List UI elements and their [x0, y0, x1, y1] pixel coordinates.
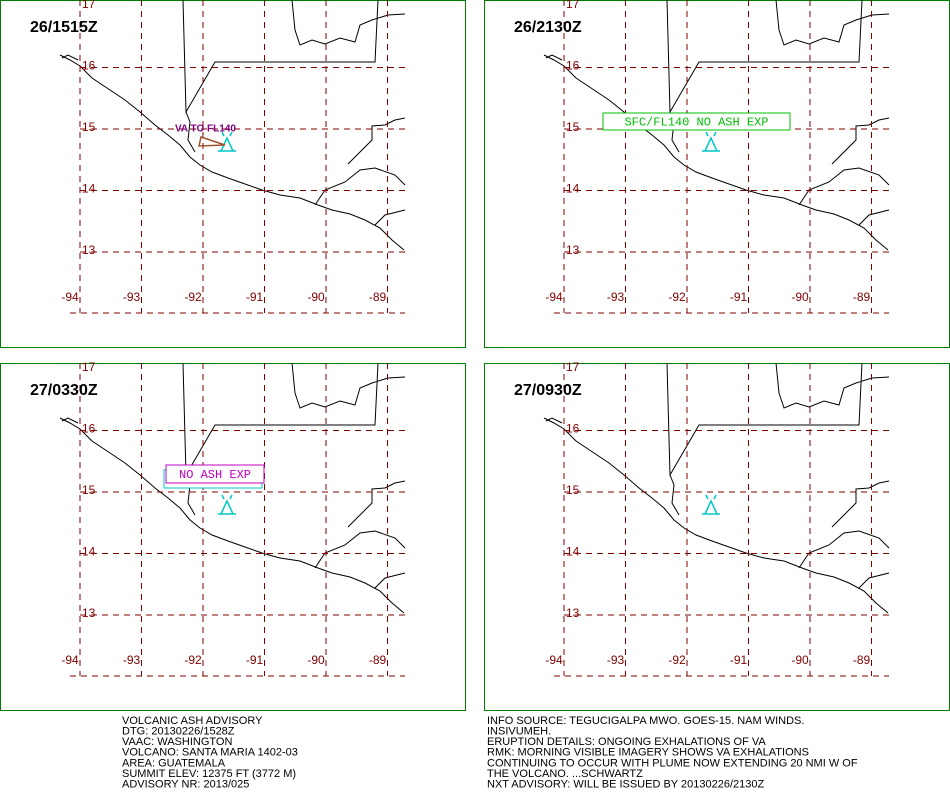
latitude-label: 15: [566, 120, 580, 134]
advisory-line: THE VOLCANO. ...SCHWARTZ: [487, 768, 643, 780]
longitude-label: -89: [369, 653, 387, 667]
longitude-label: -92: [668, 653, 686, 667]
latitude-label: 14: [566, 545, 580, 559]
latitude-label: 17: [566, 360, 580, 374]
longitude-label: -92: [184, 653, 202, 667]
latitude-label: 16: [566, 422, 580, 436]
latitude-label: 13: [82, 606, 96, 620]
longitude-label: -91: [246, 653, 264, 667]
longitude-label: -91: [246, 290, 264, 304]
longitude-label: -90: [307, 653, 325, 667]
coastline: [543, 54, 889, 251]
longitude-label: -91: [730, 653, 748, 667]
map-panel: -94 -93 -92 -91 -90 -89 17 16 15 14 13 26/2130Z SFC/…: [484, 0, 950, 348]
borders: [545, 0, 890, 226]
longitude-label: -90: [791, 290, 809, 304]
latitude-label: 13: [566, 606, 580, 620]
longitude-label: -89: [853, 290, 871, 304]
longitude-label: -90: [307, 290, 325, 304]
longitude-label: -93: [123, 653, 141, 667]
latitude-label: 14: [566, 182, 580, 196]
panel-time: 26/2130Z: [514, 19, 582, 36]
longitude-label: -93: [607, 290, 625, 304]
longitude-label: -89: [853, 653, 871, 667]
volcano-symbol: [218, 494, 236, 515]
longitude-label: -90: [791, 653, 809, 667]
coastline: [543, 417, 889, 614]
panel-time: 27/0330Z: [30, 382, 98, 399]
longitude-label: -93: [123, 290, 141, 304]
longitude-label: -91: [730, 290, 748, 304]
coastline: [59, 54, 405, 251]
latitude-label: 15: [82, 483, 96, 497]
volcano-symbol: [218, 131, 236, 152]
advisory-line: INFO SOURCE: TEGUCIGALPA MWO. GOES-15. N…: [487, 715, 804, 727]
annotation: SFC/FL140 NO ASH EXP: [624, 116, 768, 130]
coastline: [59, 417, 405, 614]
advisory-line: SUMMIT ELEV: 12375 FT (3772 M): [122, 768, 296, 780]
annotation-box: [602, 112, 791, 131]
latitude-label: 16: [82, 59, 96, 73]
advisory-line: CONTINUING TO OCCUR WITH PLUME NOW EXTEN…: [487, 757, 858, 769]
annotation: NO ASH EXP: [179, 468, 251, 482]
latitude-label: 16: [566, 59, 580, 73]
ash-area: [198, 136, 226, 147]
annotation-box: [165, 464, 265, 484]
latitude-label: 15: [82, 120, 96, 134]
longitude-label: -94: [545, 653, 563, 667]
latitude-label: 13: [82, 243, 96, 257]
longitude-label: -93: [607, 653, 625, 667]
latitude-label: 17: [82, 0, 96, 11]
panel-time: 27/0930Z: [514, 382, 582, 399]
advisory-line: AREA: GUATEMALA: [122, 757, 226, 769]
advisory-line: VOLCANIC ASH ADVISORY: [122, 715, 263, 727]
volcano-symbol: [702, 494, 720, 515]
latitude-label: 17: [82, 360, 96, 374]
longitude-label: -89: [369, 290, 387, 304]
advisory-line: DTG: 20130226/1528Z: [122, 726, 235, 738]
latitude-label: 15: [566, 483, 580, 497]
latitude-label: 14: [82, 182, 96, 196]
latitude-label: 14: [82, 545, 96, 559]
volcano-symbol: [702, 131, 720, 152]
advisory-line: VOLCANO: SANTA MARIA 1402-03: [122, 747, 298, 759]
longitude-label: -94: [61, 290, 79, 304]
advisory-line: ERUPTION DETAILS: ONGOING EXHALATIONS OF…: [487, 736, 766, 748]
latitude-label: 17: [566, 0, 580, 11]
longitude-label: -94: [61, 653, 79, 667]
annotation: VA TO FL140: [175, 124, 236, 135]
advisory-line: VAAC: WASHINGTON: [122, 736, 232, 748]
borders: [61, 362, 406, 589]
borders: [61, 0, 406, 226]
latitude-label: 13: [566, 243, 580, 257]
borders: [545, 362, 890, 589]
advisory-line: RMK: MORNING VISIBLE IMAGERY SHOWS VA EX…: [487, 747, 809, 759]
longitude-label: -92: [668, 290, 686, 304]
map-panel: -94 -93 -92 -91 -90 -89 17 16 15 14 13 27/0330Z NO A…: [0, 360, 466, 711]
panel-time: 26/1515Z: [30, 19, 98, 36]
advisory-line: INSIVUMEH.: [487, 726, 551, 738]
advisory-line: ADVISORY NR: 2013/025: [122, 779, 249, 791]
advisory-line: NXT ADVISORY: WILL BE ISSUED BY 20130226…: [487, 779, 764, 791]
longitude-label: -94: [545, 290, 563, 304]
map-panel: -94 -93 -92 -91 -90 -89 17 16 15 14 13 26/1515Z VA T…: [0, 0, 466, 348]
latitude-label: 16: [82, 422, 96, 436]
longitude-label: -92: [184, 290, 202, 304]
map-panel: -94 -93 -92 -91 -90 -89 17 16 15 14 13 27/0930Z NO A…: [165, 360, 950, 711]
